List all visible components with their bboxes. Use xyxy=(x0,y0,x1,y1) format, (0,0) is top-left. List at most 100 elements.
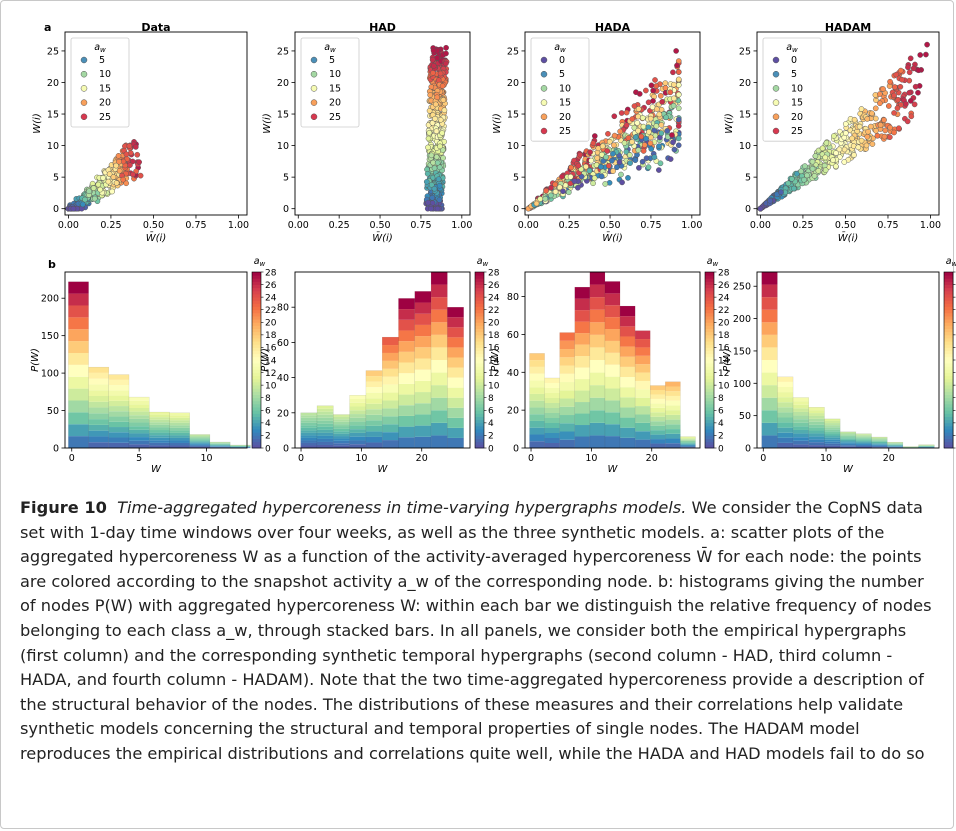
colorbar-tick-label: 4 xyxy=(265,419,271,429)
colorbar-segment xyxy=(705,416,714,421)
x-tick-label: 1.00 xyxy=(920,220,941,231)
histogram-bar-segment xyxy=(761,284,778,298)
scatter-point xyxy=(923,51,929,58)
plot-frame xyxy=(294,31,471,216)
histogram-bar-segment xyxy=(793,408,809,412)
colorbar-title: aw xyxy=(707,256,719,268)
colorbar-segment xyxy=(944,284,953,289)
histogram-bar-segment xyxy=(149,442,170,446)
histogram-bar-segment xyxy=(414,291,432,303)
histogram-bar-segment xyxy=(431,422,448,436)
y-tick-label: 10 xyxy=(507,141,519,152)
histogram-bar-segment xyxy=(680,439,696,440)
scatter-point xyxy=(654,106,660,112)
scatter-point xyxy=(426,129,433,136)
histogram-bar-segment xyxy=(317,444,334,448)
colorbar-segment xyxy=(475,303,484,307)
histogram-bar-segment xyxy=(620,336,636,347)
histogram-bar-segment xyxy=(793,433,809,438)
histogram-bar-segment xyxy=(300,427,318,431)
colorbar-segment xyxy=(944,278,953,282)
colorbar-segment xyxy=(252,438,261,443)
scatter-point xyxy=(635,127,641,134)
scatter-point xyxy=(440,97,447,103)
histogram-bar-segment xyxy=(149,424,170,428)
histogram-bar-segment xyxy=(620,306,636,317)
y-tick-label: 5 xyxy=(513,173,519,184)
histogram-bar-segment xyxy=(431,385,448,398)
colorbar-segment xyxy=(252,369,261,373)
chart-title: HADAM xyxy=(825,21,871,34)
histogram-bar-segment xyxy=(129,440,150,445)
histogram-bar-segment xyxy=(189,438,210,440)
histogram-bar-segment xyxy=(855,445,872,447)
y-tick-label: 20 xyxy=(47,78,59,89)
histogram-bar-segment xyxy=(680,440,696,442)
scatter-point xyxy=(428,205,434,212)
legend-marker xyxy=(772,70,780,78)
histogram-bar-segment xyxy=(398,394,415,406)
colorbar-segment xyxy=(705,388,714,392)
histogram-bar-segment xyxy=(589,284,605,298)
y-axis-label: P(W) xyxy=(30,348,41,372)
colorbar-segment xyxy=(705,287,714,292)
colorbar-segment xyxy=(252,334,261,339)
histogram-bar-segment xyxy=(777,392,794,398)
histogram-bar-segment xyxy=(777,427,794,433)
colorbar-segment xyxy=(705,391,714,395)
colorbar-tick-label: 18 xyxy=(718,331,730,341)
histogram-bar-segment xyxy=(129,429,150,434)
histogram-bar-segment xyxy=(604,281,621,294)
legend-entry: 15 xyxy=(791,98,803,109)
colorbar-segment xyxy=(944,419,953,424)
histogram-bar-segment xyxy=(108,432,130,438)
scatter-point xyxy=(443,44,449,51)
scatter-point xyxy=(667,89,674,96)
scatter-point xyxy=(910,65,917,72)
histogram-bar-segment xyxy=(589,422,605,436)
histogram-bar-segment xyxy=(129,397,150,401)
histogram-bar-segment xyxy=(589,435,605,448)
y-tick-label: 20 xyxy=(507,78,519,89)
histogram-bar-segment xyxy=(398,319,415,331)
histogram-bar-segment xyxy=(317,408,334,412)
colorbar-tick-label: 2 xyxy=(488,432,494,442)
scatter-point xyxy=(623,149,630,155)
histogram-bar-segment xyxy=(777,437,794,443)
scatter-point xyxy=(877,122,884,128)
histogram-bar-segment xyxy=(544,422,560,428)
x-tick-label: 0.00 xyxy=(58,220,79,231)
legend-marker xyxy=(80,113,88,121)
scatter-point xyxy=(80,201,86,208)
scatter-point xyxy=(631,103,638,109)
y-tick-label: 10 xyxy=(739,141,751,152)
histogram-bar-segment xyxy=(824,420,841,424)
histogram-bar-segment xyxy=(635,380,651,390)
histogram-bar-segment xyxy=(665,395,681,401)
histogram-bar-segment xyxy=(761,322,778,335)
plot-frame xyxy=(756,271,940,449)
scatter-point xyxy=(659,99,666,105)
histogram-bar-segment xyxy=(840,437,856,439)
histogram-bar-segment xyxy=(808,427,825,431)
scatter-point xyxy=(591,175,598,181)
histogram-bar-segment xyxy=(635,389,651,398)
histogram-bar-segment xyxy=(529,414,545,421)
histogram-bar-segment xyxy=(447,427,464,438)
histogram-bar-segment xyxy=(169,422,190,426)
x-tick-label: 0 xyxy=(69,453,75,464)
histogram-bar-segment xyxy=(777,417,794,423)
scatter-point xyxy=(864,116,871,122)
scatter-point xyxy=(434,205,441,212)
histogram-bar-segment xyxy=(414,403,432,415)
y-tick-label: 40 xyxy=(507,368,519,379)
x-tick-label: 10 xyxy=(820,453,832,464)
legend-entry: 20 xyxy=(791,112,803,123)
colorbar-segment xyxy=(252,426,261,430)
colorbar-tick-label: 2 xyxy=(265,432,271,442)
histogram-bar-segment xyxy=(824,437,841,440)
scatter-point xyxy=(851,116,858,123)
scatter-point xyxy=(652,77,658,83)
legend-marker xyxy=(310,99,318,106)
histogram-bar-segment xyxy=(108,416,130,422)
